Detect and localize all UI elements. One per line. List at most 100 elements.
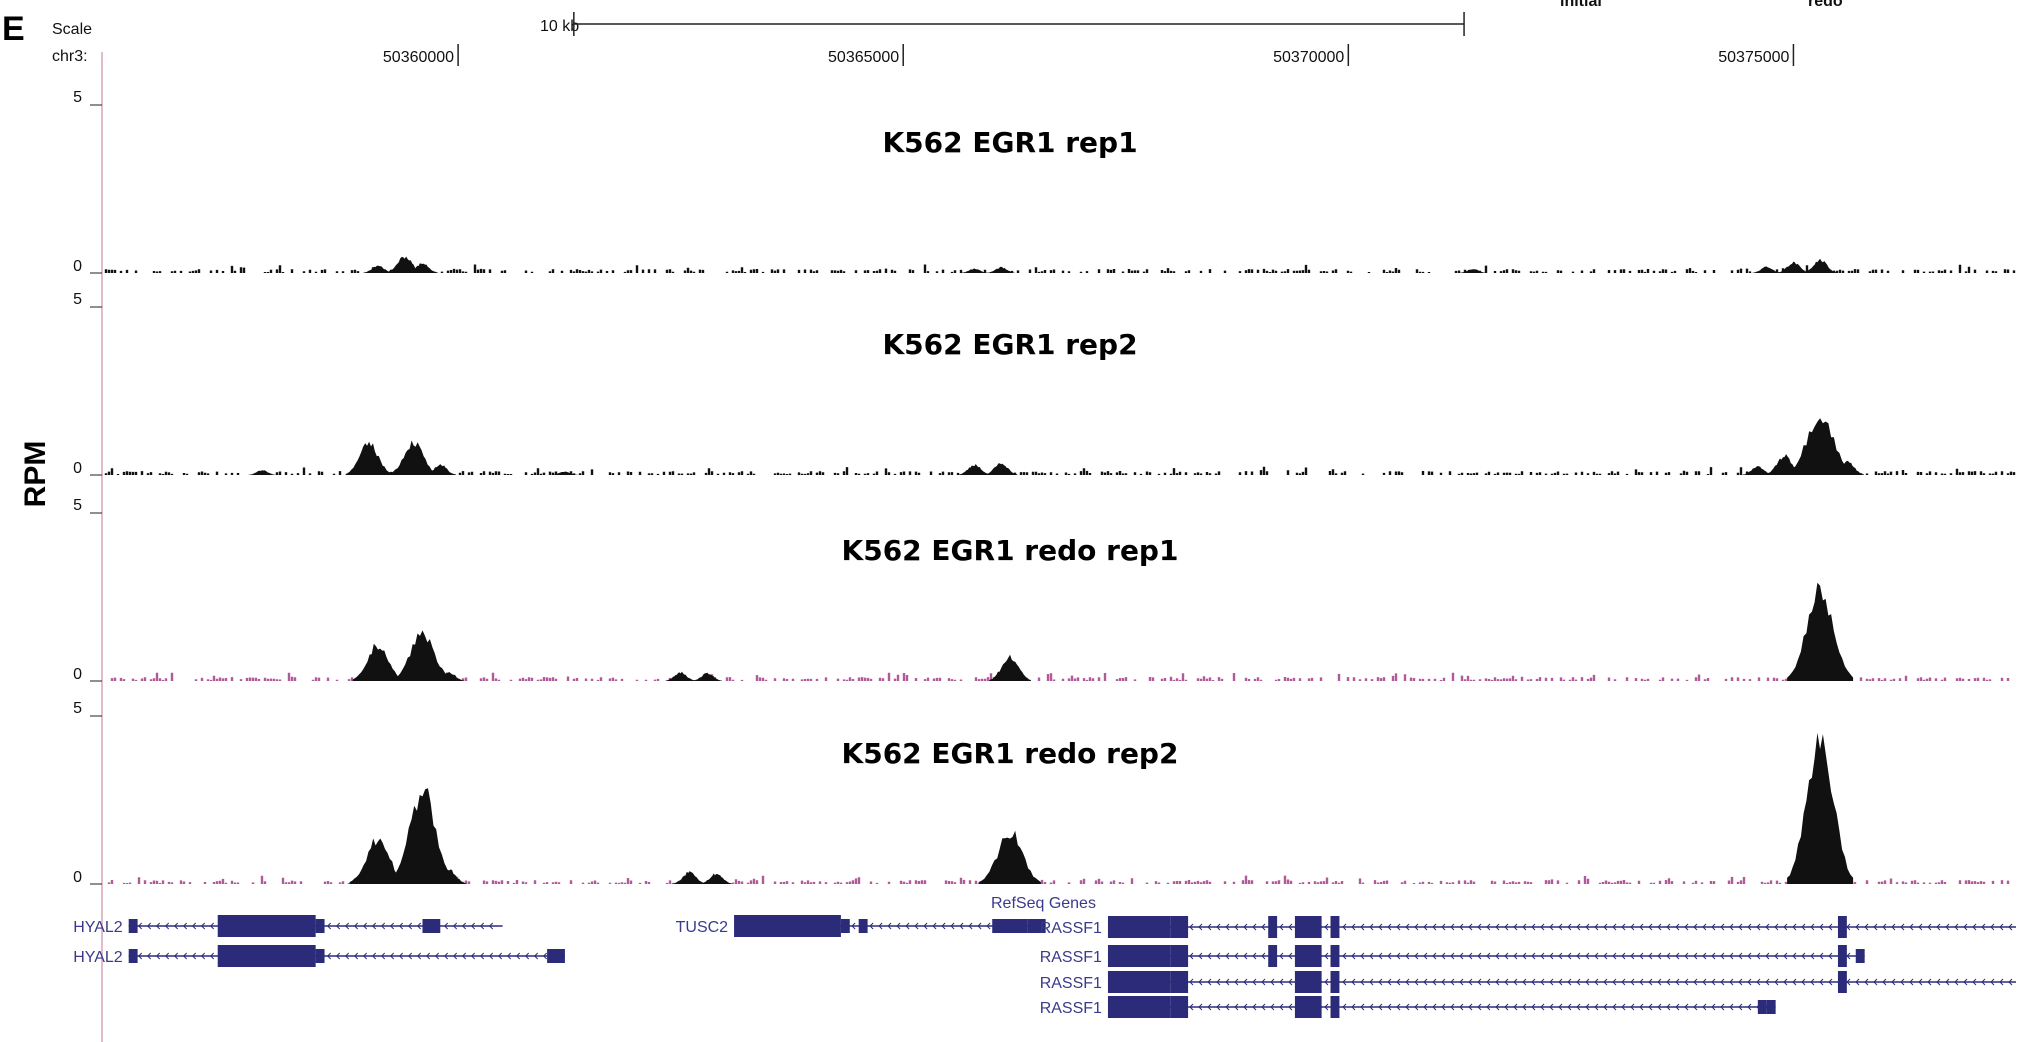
signal-track: 5 0 K562 EGR1 rep1: [73, 89, 2016, 275]
gene-exon: [1855, 949, 1865, 963]
track-ymin-label: 0: [73, 666, 82, 683]
gene-label: HYAL2: [73, 919, 123, 936]
signal-peak: [1459, 269, 1487, 273]
gene-exon: [128, 919, 138, 933]
signal-peak: [700, 873, 732, 884]
signal-peak: [960, 268, 988, 273]
track-ymax-label: 5: [73, 700, 82, 717]
gene-exon: [1294, 945, 1322, 967]
gene-exon: [422, 919, 441, 933]
signal-peak: [551, 471, 579, 475]
signal-peak: [665, 671, 696, 681]
signal-peak: [345, 441, 393, 475]
signal-peak: [1742, 466, 1773, 475]
gene-exon: [1837, 945, 1847, 967]
gene-exon: [315, 949, 325, 963]
gene-exon: [1107, 916, 1171, 938]
gene-model: TUSC2: [676, 915, 1046, 937]
track-ymax-label: 5: [73, 89, 82, 106]
gene-exon: [1330, 916, 1340, 938]
track-ymin-label: 0: [73, 869, 82, 886]
panel-label: E: [2, 10, 25, 48]
signal-peak: [386, 256, 423, 273]
gene-exon: [992, 919, 1028, 933]
signal-peak: [1829, 460, 1864, 475]
scale-bar: [573, 12, 1465, 36]
signal-peak: [1803, 258, 1837, 273]
gene-exon: [315, 919, 325, 933]
signal-peak: [979, 830, 1041, 884]
gene-model: RASSF1: [1040, 945, 1865, 967]
gene-exon: [1170, 996, 1189, 1018]
signal-peak: [363, 265, 393, 273]
track-title: K562 EGR1 redo rep2: [842, 737, 1179, 770]
track-title: K562 EGR1 rep1: [882, 126, 1137, 159]
gene-exon: [1757, 1000, 1767, 1014]
signal-peak: [349, 838, 407, 884]
chrom-label: chr3:: [52, 48, 88, 65]
signal-peak: [673, 871, 706, 884]
top-label-redo: redo: [1808, 0, 1843, 10]
gene-label: HYAL2: [73, 949, 123, 966]
gene-label: RASSF1: [1040, 949, 1102, 966]
signal-peak: [389, 788, 456, 884]
signal-peak: [392, 630, 453, 681]
x-axis-ticks: 50360000 50365000 50370000 50375000: [383, 44, 1795, 66]
refseq-gene-track: HYAL2 HYAL2 TUSC2 RASSF1 RASSF1 RASSF1 RASSF1: [73, 915, 2016, 1018]
gene-exon: [1837, 916, 1847, 938]
signal-peak: [434, 671, 465, 681]
scale-bar-label: 10 kb: [540, 18, 579, 35]
signal-track: 5 0 K562 EGR1 rep2: [73, 291, 2016, 477]
gene-model: RASSF1: [1040, 971, 2016, 993]
gene-exon: [1170, 971, 1189, 993]
track-ymax-label: 5: [73, 291, 82, 308]
gene-exon: [1294, 916, 1322, 938]
track-title: K562 EGR1 rep2: [882, 328, 1137, 361]
signal-peak: [352, 643, 404, 681]
gene-exon: [1107, 996, 1171, 1018]
gene-exon: [1766, 1000, 1776, 1014]
gene-model: RASSF1: [1040, 916, 2016, 938]
gene-exon: [128, 949, 138, 963]
gene-model: HYAL2: [73, 945, 565, 967]
gene-label: TUSC2: [676, 919, 729, 936]
gene-exon: [1294, 971, 1322, 993]
track-ymin-label: 0: [73, 258, 82, 275]
signal-tracks: 5 0 K562 EGR1 rep1 5 0 K562 EGR1 rep2 5 0 K562 E…: [73, 89, 2016, 886]
gene-exon: [1268, 916, 1278, 938]
track-ymax-label: 5: [73, 497, 82, 514]
gene-exon: [1170, 945, 1189, 967]
y-axis-label: RPM: [19, 441, 52, 508]
signal-peak: [1787, 732, 1854, 884]
signal-peak: [989, 654, 1031, 681]
gene-exon: [1330, 996, 1340, 1018]
gene-model: HYAL2: [73, 915, 503, 937]
gene-exon: [1107, 971, 1171, 993]
gene-exon: [1170, 916, 1189, 938]
gene-exon: [1837, 971, 1847, 993]
gene-exon: [1330, 945, 1340, 967]
gene-exon: [1268, 945, 1278, 967]
gene-exon: [1027, 919, 1046, 933]
x-tick-label: 50365000: [828, 49, 899, 66]
gene-exon: [547, 949, 565, 963]
signal-peak: [958, 464, 991, 475]
track-ymin-label: 0: [73, 460, 82, 477]
gene-label: RASSF1: [1040, 920, 1102, 937]
signal-peak: [389, 440, 438, 475]
signal-peak: [432, 869, 467, 884]
gene-exon: [217, 915, 316, 937]
track-title: K562 EGR1 redo rep1: [842, 534, 1179, 567]
x-tick-label: 50370000: [1273, 49, 1344, 66]
signal-peak: [248, 470, 276, 475]
top-label-initial: initial: [1560, 0, 1602, 10]
gene-model: RASSF1: [1040, 996, 1776, 1018]
gene-exon: [840, 919, 850, 933]
gene-exon: [1294, 996, 1322, 1018]
gene-exon: [1107, 945, 1171, 967]
gene-exon: [734, 915, 841, 937]
signal-track: 5 0 K562 EGR1 redo rep1: [73, 497, 2010, 683]
signal-track: 5 0 K562 EGR1 redo rep2: [73, 700, 2010, 886]
x-tick-label: 50375000: [1718, 49, 1789, 66]
